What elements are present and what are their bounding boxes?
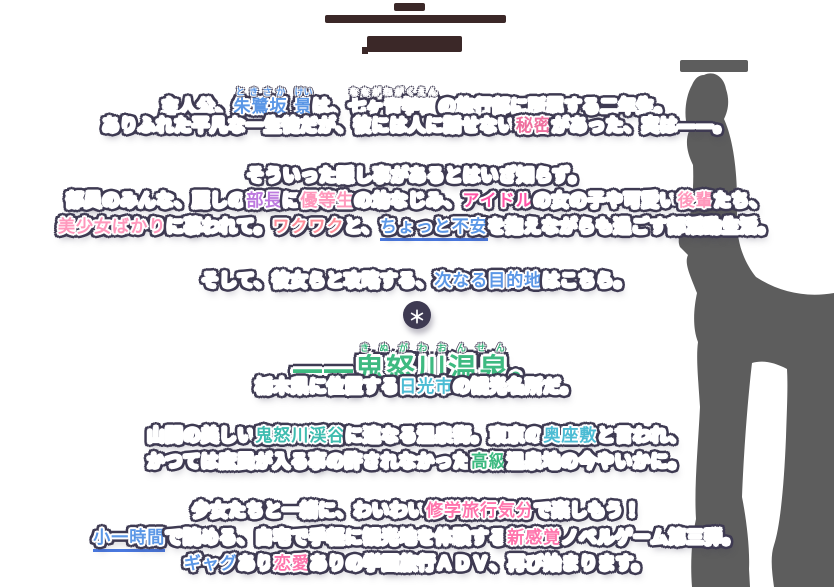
body-text: 栃木県に位置する — [255, 377, 400, 397]
furigana: きぬがわおんせん — [354, 344, 510, 354]
destination-title: ――鬼怒川温泉きぬがわおんせん。 — [0, 344, 834, 386]
body-text: 温泉地の今やいかに。 — [506, 452, 687, 472]
highlighted-text: 。 — [510, 352, 542, 386]
story-line: かつては庶民が入る事の許されなかった高級温泉地の今やいかに。 — [0, 452, 834, 472]
story-line: 栃木県に位置する日光市の観光名所だ。 — [0, 377, 834, 397]
highlighted-text: 後輩 — [677, 191, 714, 211]
highlighted-text: 部長 — [246, 191, 283, 211]
body-text: の幼なじみ、 — [354, 191, 463, 211]
highlighted-text: 朱鷺坂ときさか — [233, 88, 288, 117]
highlighted-text: 景けい — [294, 88, 313, 117]
body-text: があった、実は――。 — [551, 116, 732, 136]
highlighted-text: 日光市 — [399, 377, 454, 397]
highlighted-text: 鬼怒川温泉きぬがわおんせん — [354, 344, 510, 386]
highlighted-text: 奥座敷 — [543, 426, 598, 446]
highlighted-text: 次なる目的地 — [434, 271, 543, 291]
highlighted-text: ワクワク — [272, 217, 345, 237]
body-text: ありふれた平凡な一生徒だが、彼には人に話せない — [102, 116, 516, 136]
body-text: と、 — [344, 217, 380, 237]
highlighted-text: 美少女ばかり — [58, 217, 167, 237]
highlighted-text: 秘密 — [515, 116, 552, 136]
story-line: そして、彼女らと攻略する、次なる目的地はこちら。 — [0, 271, 834, 291]
body-text: はこちら。 — [542, 271, 633, 291]
highlighted-text: 高級 — [470, 452, 507, 472]
body-text: 主人公、 — [161, 97, 234, 117]
highlighted-text: ちょっと不安 — [379, 217, 488, 241]
body-text: の観光名所だ。 — [453, 377, 579, 397]
story-line: 少女たちと一緒に、わいわい修学旅行気分で楽しもう！ — [0, 501, 834, 521]
furigana: けい — [294, 88, 313, 98]
body-text: の旅行部に所属する二年生。 — [438, 97, 673, 117]
body-text: 七ヶ音学園なながねがくえん — [348, 88, 439, 117]
highlighted-text: ―― — [292, 352, 355, 386]
highlighted-text: 優等生 — [300, 191, 355, 211]
highlighted-text: アイドル — [462, 191, 534, 211]
story-line: ギャグあり恋愛ありの学園旅行ＡＤＶ、再び始まります。 — [0, 554, 834, 574]
body-text: 部員のみんな、麗しの — [66, 191, 247, 211]
logo-redacted-bar-small — [394, 3, 425, 11]
body-text: の女の子や可愛い — [533, 191, 678, 211]
body-text: を抱えながらも過ごす部活動生活。 — [487, 217, 776, 237]
character-silhouette — [678, 60, 834, 587]
body-text: と言われ、 — [597, 426, 687, 446]
body-text: あり — [237, 554, 274, 574]
body-text: そういった隠し事があるとはいざ知らず。 — [247, 166, 587, 186]
body-text: たち、 — [713, 191, 768, 211]
body-text: で楽しもう！ — [534, 501, 642, 521]
body-text: は、 — [312, 97, 349, 117]
story-line: 山間の美しい鬼怒川渓谷に連なる温泉街。東京の奥座敷と言われ、 — [0, 426, 834, 446]
body-text: 少女たちと一緒に、わいわい — [192, 501, 426, 521]
highlighted-text: 小一時間 — [93, 528, 166, 552]
story-line: 小一時間で読める、自宅で手軽に観光地を体験する新感覚ノベルゲーム第三弾。 — [0, 528, 834, 552]
body-text: で読める、自宅で手軽に観光地を体験する — [165, 528, 508, 548]
highlighted-text: ギャグ — [183, 554, 238, 574]
body-text: に — [282, 191, 301, 211]
logo-redacted-bar-title — [362, 36, 462, 54]
body-text: に慕われて。 — [166, 217, 273, 237]
story-line: そういった隠し事があるとはいざ知らず。 — [0, 166, 834, 186]
story-line: 部員のみんな、麗しの部長に優等生の幼なじみ、アイドルの女の子や可愛い後輩たち、 — [0, 191, 834, 211]
story-line: 美少女ばかりに慕われて。ワクワクと、ちょっと不安を抱えながらも過ごす部活動生活。 — [0, 217, 834, 241]
body-text: そして、彼女らと攻略する、 — [201, 271, 435, 291]
story-line: ありふれた平凡な一生徒だが、彼には人に話せない秘密があった、実は――。 — [0, 116, 834, 136]
story-line: 主人公、朱鷺坂ときさか 景けいは、七ヶ音学園なながねがくえんの旅行部に所属する二… — [0, 88, 834, 117]
highlighted-text: 恋愛 — [273, 554, 310, 574]
highlighted-text: 修学旅行気分 — [426, 501, 534, 521]
body-text: 山間の美しい — [147, 426, 256, 446]
section-divider-asterisk: ＊ — [403, 301, 431, 329]
highlighted-text: 鬼怒川渓谷 — [255, 426, 346, 446]
body-text: に連なる温泉街。東京の — [345, 426, 544, 446]
highlighted-text: 新感覚 — [507, 528, 562, 548]
furigana: ときさか — [233, 88, 288, 98]
body-text: かつては庶民が入る事の許されなかった — [147, 452, 471, 472]
body-text: ノベルゲーム第三弾。 — [561, 528, 741, 548]
logo-redacted-bar-wide — [325, 15, 506, 23]
furigana: なながねがくえん — [348, 88, 439, 98]
body-text: ありの学園旅行ＡＤＶ、再び始まります。 — [309, 554, 651, 574]
